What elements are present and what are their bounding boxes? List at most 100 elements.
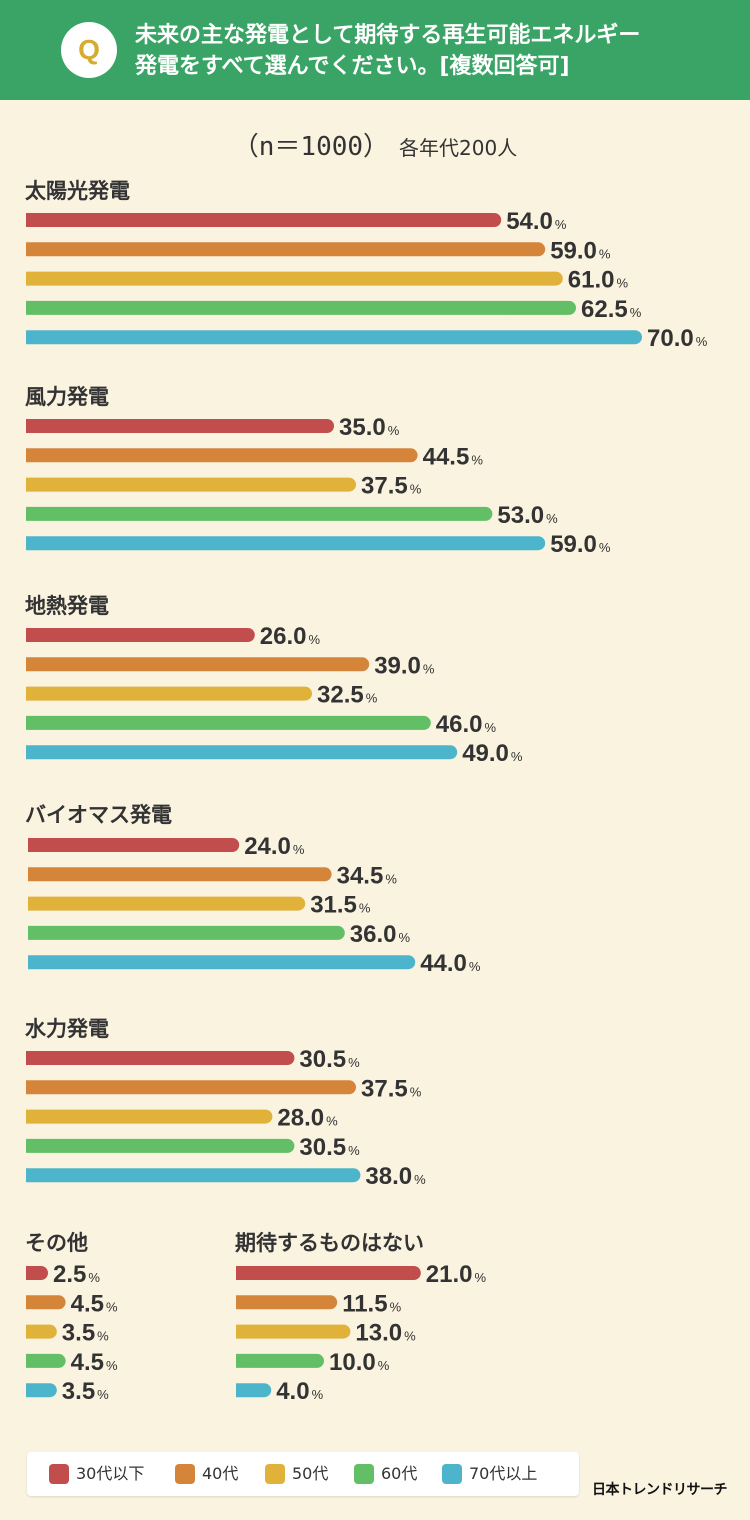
brand-logo: 日本トレンドリサーチ <box>592 1482 728 1498</box>
data-label: 26.0% <box>260 623 321 650</box>
category-label: 地熱発電 <box>25 594 109 618</box>
bar <box>236 1353 325 1368</box>
data-label: 3.5% <box>62 1378 109 1405</box>
bar <box>26 1109 273 1124</box>
chart-legend: 30代以下 40代 50代 60代 70代以上 <box>27 1452 579 1496</box>
question-line-2: 発電をすべて選んでください。[複数回答可] <box>135 54 570 79</box>
data-label: 2.5% <box>53 1261 100 1288</box>
data-label: 21.0% <box>426 1261 487 1288</box>
data-label: 59.0% <box>550 237 611 264</box>
question-header: Q 未来の主な発電として期待する再生可能エネルギー 発電をすべて選んでください。… <box>0 0 750 100</box>
legend-item-70s-and-over: 70代以上 <box>442 1464 537 1484</box>
data-label: 53.0% <box>497 502 558 529</box>
bar <box>26 1138 295 1153</box>
data-label: 35.0% <box>339 414 400 441</box>
data-label: 70.0% <box>647 325 708 352</box>
category-label: その他 <box>25 1232 88 1255</box>
data-label: 4.5% <box>71 1290 118 1317</box>
bar <box>26 536 546 551</box>
data-label: 31.5% <box>310 892 371 919</box>
sample-n: （n＝1000） <box>232 132 390 162</box>
bar <box>26 271 563 286</box>
data-label: 28.0% <box>277 1105 338 1132</box>
data-label: 44.0% <box>420 950 481 977</box>
bar <box>26 1295 66 1310</box>
legend-swatch <box>175 1464 195 1484</box>
bar <box>236 1295 338 1310</box>
legend-item-30s-and-under: 30代以下 <box>49 1464 144 1484</box>
category-label: 期待するものはない <box>235 1231 424 1255</box>
data-label: 36.0% <box>350 921 411 948</box>
data-label: 38.0% <box>365 1163 426 1190</box>
legend-item-60s: 60代 <box>354 1464 417 1484</box>
legend-item-40s: 40代 <box>175 1464 238 1484</box>
data-label: 10.0% <box>329 1349 390 1376</box>
bar <box>26 448 418 463</box>
bar <box>26 1353 66 1368</box>
bar <box>26 242 546 257</box>
q-badge: Q <box>61 22 117 78</box>
q-badge-letter: Q <box>78 34 100 65</box>
bar <box>26 1266 48 1280</box>
bar <box>236 1324 351 1339</box>
bar <box>26 477 356 492</box>
bar <box>26 506 493 521</box>
data-label: 62.5% <box>581 296 642 323</box>
question-text: 未来の主な発電として期待する再生可能エネルギー 発電をすべて選んでください。[複… <box>135 20 735 82</box>
data-label: 39.0% <box>374 652 435 679</box>
data-label: 24.0% <box>244 833 305 860</box>
data-label: 46.0% <box>436 711 497 738</box>
data-label: 37.5% <box>361 473 422 500</box>
category-label: 水力発電 <box>25 1018 109 1041</box>
data-label: 34.5% <box>337 862 398 889</box>
sample-per-group: 各年代200人 <box>399 136 518 160</box>
bar <box>26 300 577 315</box>
bar <box>26 628 255 642</box>
category-label: 風力発電 <box>25 386 109 409</box>
legend-swatch <box>354 1464 374 1484</box>
legend-label: 30代以下 <box>76 1464 145 1483</box>
data-label: 30.5% <box>299 1134 360 1161</box>
bar <box>26 419 334 433</box>
legend-swatch <box>49 1464 69 1484</box>
data-label: 4.0% <box>276 1378 323 1405</box>
bar <box>26 1324 57 1339</box>
data-label: 11.5% <box>342 1290 401 1317</box>
data-label: 32.5% <box>317 682 378 709</box>
category-label: バイオマス発電 <box>25 804 172 827</box>
bar <box>26 745 458 760</box>
data-label: 13.0% <box>355 1320 416 1347</box>
bar <box>26 715 431 730</box>
legend-label: 60代 <box>381 1464 418 1483</box>
bar <box>28 896 306 911</box>
legend-swatch <box>265 1464 285 1484</box>
data-label: 59.0% <box>550 531 611 558</box>
bar <box>28 867 332 882</box>
bar <box>26 1080 356 1095</box>
bar <box>26 1051 295 1065</box>
bar <box>26 657 370 672</box>
legend-label: 50代 <box>292 1464 329 1483</box>
bar <box>28 955 416 970</box>
category-label: 太陽光発電 <box>25 180 130 203</box>
bar <box>26 213 502 227</box>
data-label: 3.5% <box>62 1320 109 1347</box>
bar <box>236 1383 272 1398</box>
legend-label: 70代以上 <box>469 1464 538 1483</box>
legend-item-50s: 50代 <box>265 1464 328 1484</box>
data-label: 30.5% <box>299 1046 360 1073</box>
data-label: 61.0% <box>568 267 629 294</box>
data-label: 44.5% <box>423 443 484 470</box>
bar <box>26 1383 57 1398</box>
legend-swatch <box>442 1464 462 1484</box>
data-label: 4.5% <box>71 1349 118 1376</box>
data-label: 37.5% <box>361 1075 422 1102</box>
legend-label: 40代 <box>202 1464 239 1483</box>
bar <box>26 1168 361 1183</box>
question-line-1: 未来の主な発電として期待する再生可能エネルギー <box>135 23 641 48</box>
data-label: 49.0% <box>462 740 523 767</box>
bar <box>28 925 345 940</box>
bar <box>236 1266 421 1280</box>
bar <box>28 838 240 853</box>
